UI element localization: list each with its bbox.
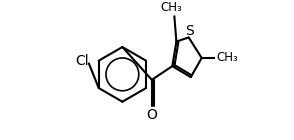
- Text: CH₃: CH₃: [161, 1, 183, 14]
- Text: O: O: [146, 108, 157, 122]
- Text: Cl: Cl: [75, 54, 89, 68]
- Text: CH₃: CH₃: [217, 52, 238, 64]
- Text: S: S: [185, 24, 194, 38]
